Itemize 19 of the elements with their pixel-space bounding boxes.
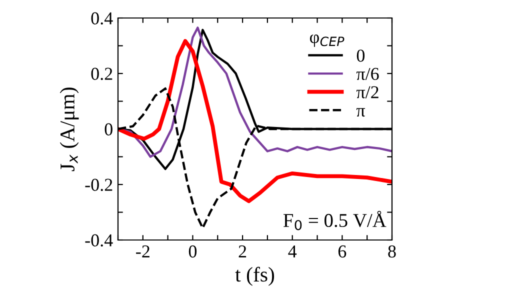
x-axis-title: t (fs): [235, 266, 274, 286]
y-tick-label: -0.2: [85, 178, 112, 192]
legend-label: 0: [356, 50, 365, 62]
y-tick-label: 0.2: [91, 68, 112, 80]
x-tick-label: 8: [388, 245, 396, 258]
annotation: F$_{0}$ = 0.5 V/Å: [283, 210, 386, 230]
x-tick-label: 4: [288, 246, 297, 258]
x-tick-label: -2: [136, 245, 150, 258]
legend-label: π: [356, 108, 366, 117]
y-tick-label: 0: [104, 123, 112, 136]
legend-label: π/2: [356, 86, 378, 98]
y-tick-label: -0.4: [85, 234, 113, 247]
y-axis-title: J$_{x}$ (A/μm): [60, 88, 79, 172]
legend-title: φ$_{CEP}$: [310, 34, 344, 47]
x-tick-label: 6: [338, 245, 346, 258]
legend-label: π/6: [356, 68, 379, 80]
y-tick-label: 0.4: [91, 12, 113, 25]
x-tick-label: 0: [188, 245, 197, 258]
x-tick-label: 2: [238, 245, 246, 258]
